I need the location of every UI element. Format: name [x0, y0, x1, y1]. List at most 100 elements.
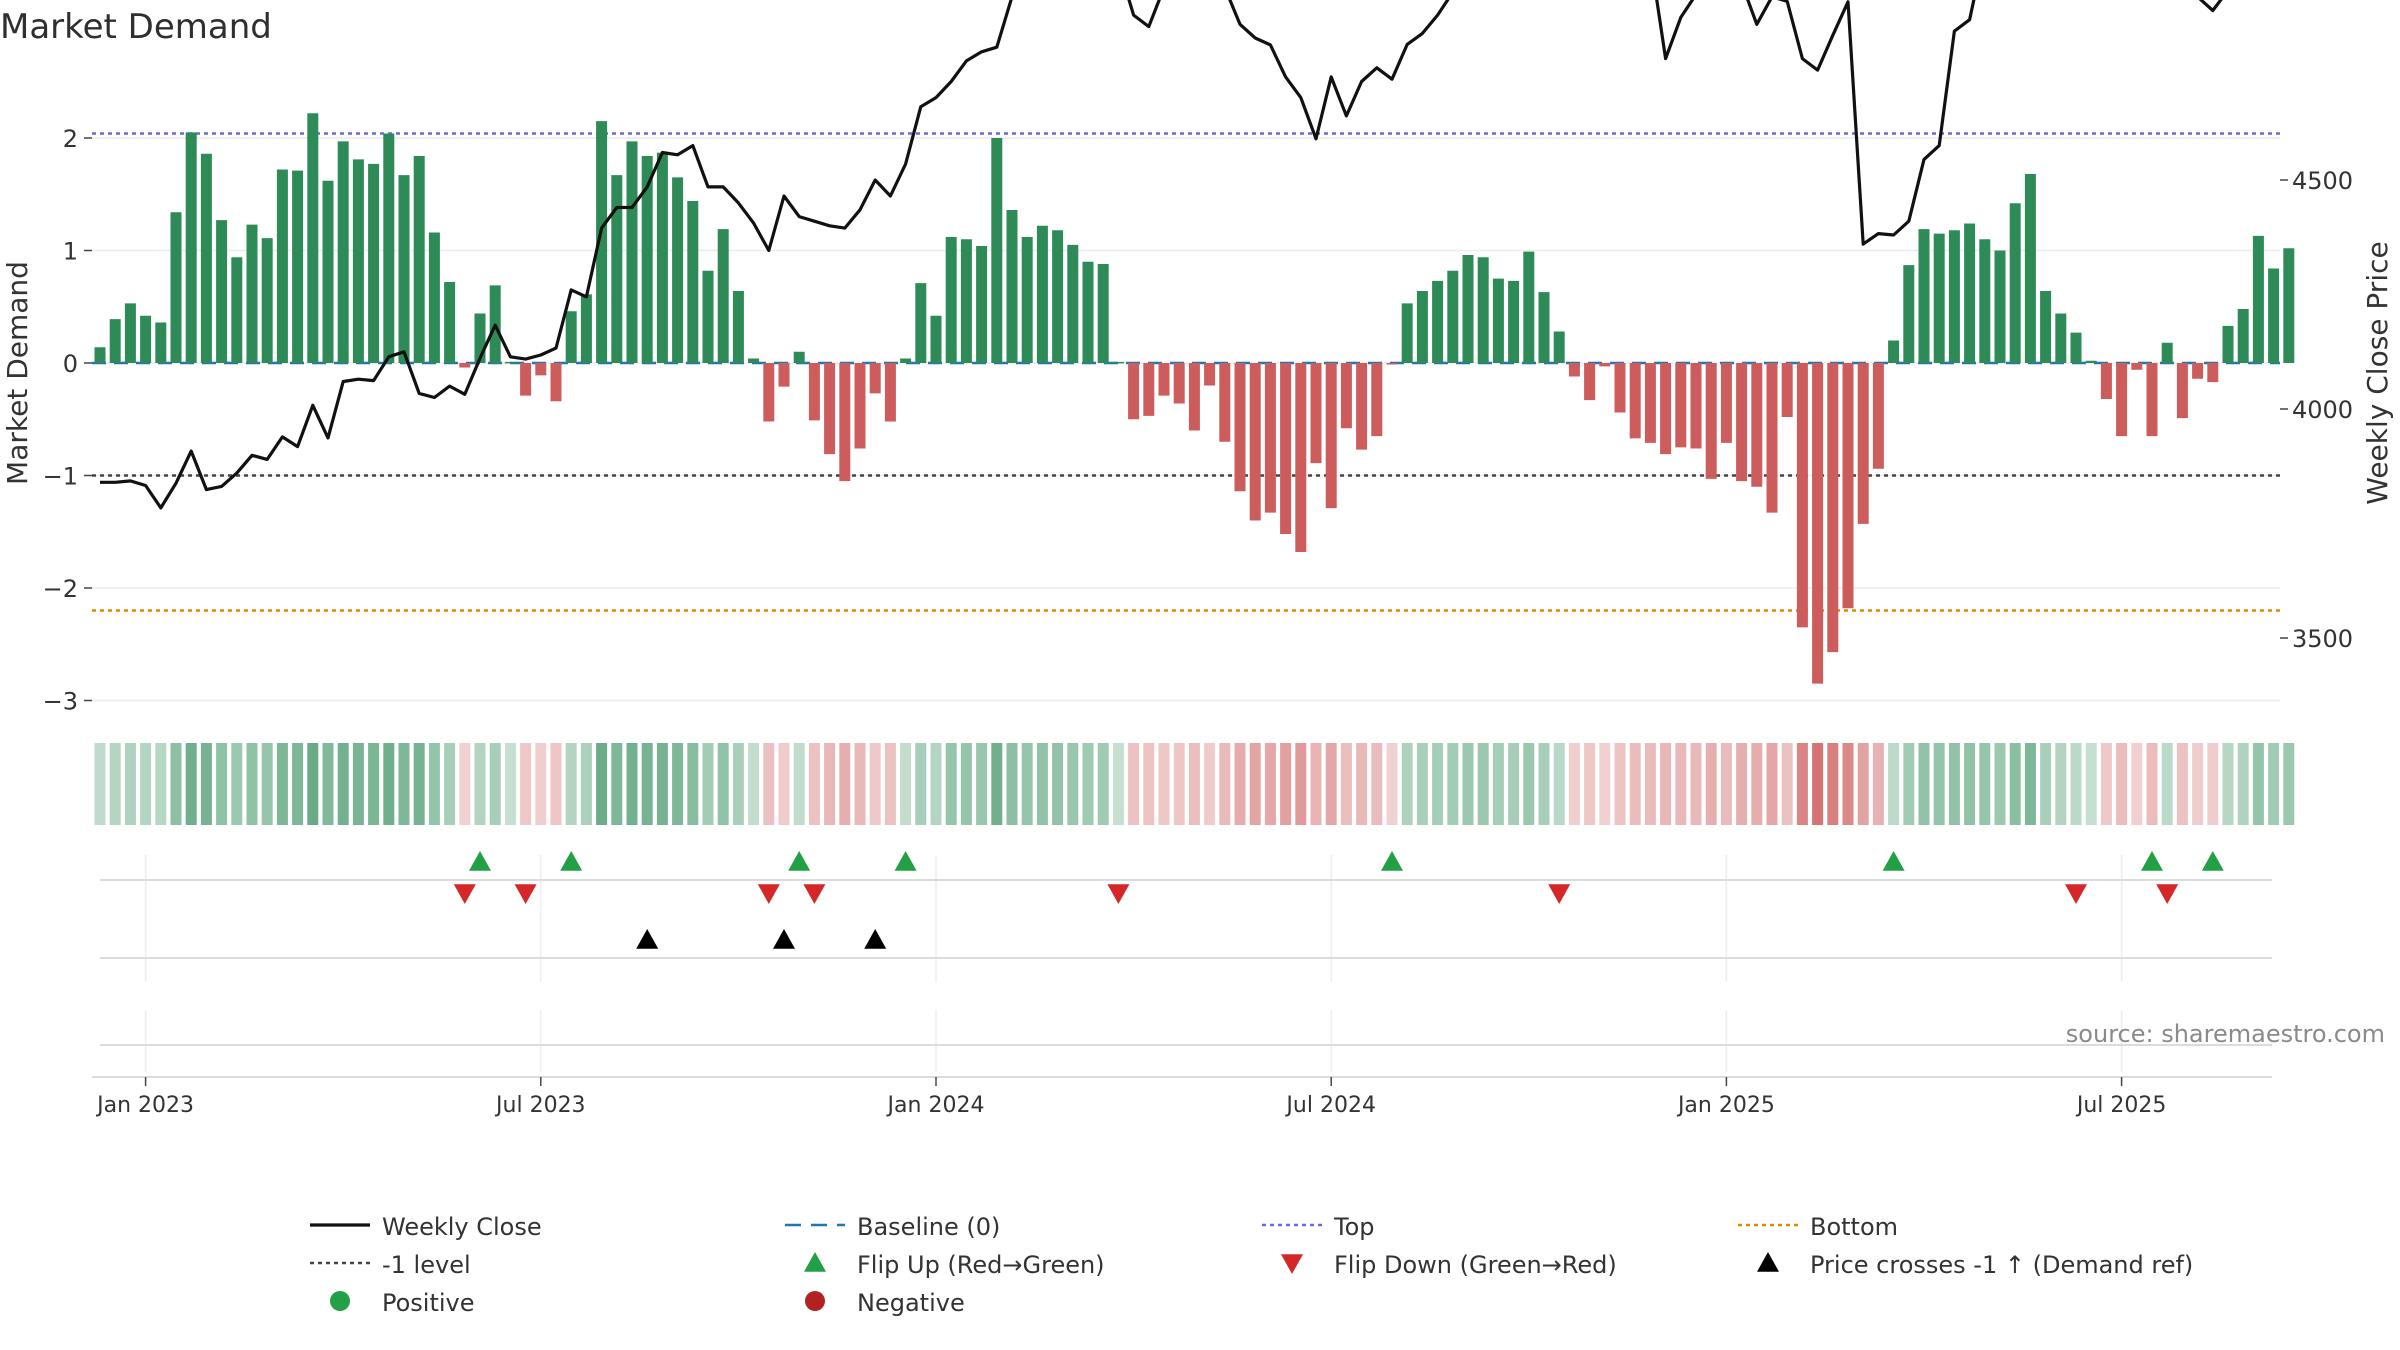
demand-bar	[1447, 270, 1459, 363]
demand-bar	[1812, 363, 1824, 684]
demand-bar	[1720, 363, 1732, 443]
demand-bar	[155, 322, 167, 363]
heat-cell	[2176, 743, 2188, 825]
demand-bar	[869, 363, 881, 394]
heat-cell	[1234, 743, 1246, 825]
demand-bar	[1325, 363, 1337, 509]
axes: 210−1−2−355005000450040003500Jan 2023Jul…	[43, 125, 2353, 1118]
demand-bar	[2176, 363, 2188, 419]
legend-label: Baseline (0)	[857, 1213, 1000, 1241]
heat-cell	[1477, 743, 1489, 825]
heat-cell	[1188, 743, 1200, 825]
heat-cell	[1538, 743, 1550, 825]
heat-cell	[398, 743, 410, 825]
demand-bar	[535, 363, 547, 376]
demand-bar	[276, 169, 288, 363]
y-tick-label-left: 1	[63, 238, 78, 266]
heat-cell	[1736, 743, 1748, 825]
demand-bar	[2085, 360, 2097, 363]
demand-bar	[1538, 292, 1550, 363]
heat-cell	[1219, 743, 1231, 825]
demand-bar	[1842, 363, 1854, 609]
demand-bar	[1143, 363, 1155, 416]
heat-cell	[94, 743, 106, 825]
heat-cell	[596, 743, 608, 825]
demand-bar	[656, 152, 668, 363]
demand-bar	[200, 153, 212, 363]
demand-bar	[1781, 363, 1793, 417]
legend-label: Positive	[382, 1289, 475, 1317]
demand-bar	[732, 291, 744, 363]
heat-cell	[1006, 743, 1018, 825]
heat-cell	[976, 743, 988, 825]
demand-bar	[1158, 363, 1170, 396]
demand-bar	[1280, 363, 1292, 534]
demand-bars	[94, 113, 2295, 684]
heat-cell	[793, 743, 805, 825]
demand-bar	[2055, 313, 2067, 363]
heat-cell	[1158, 743, 1170, 825]
y-tick-label-left: 2	[63, 125, 78, 153]
heat-cell	[504, 743, 516, 825]
demand-bar	[1979, 239, 1991, 363]
legend-label: Flip Down (Green→Red)	[1334, 1251, 1617, 1279]
heat-cell	[1584, 743, 1596, 825]
flip-down-marker	[1548, 884, 1571, 904]
heat-cell	[1386, 743, 1398, 825]
demand-bar	[1888, 340, 1900, 363]
legend-label: Bottom	[1810, 1213, 1898, 1241]
heat-cell	[1112, 743, 1124, 825]
heat-cell	[1249, 743, 1261, 825]
heat-cell	[824, 743, 836, 825]
demand-bar	[687, 201, 699, 363]
x-tick-label: Jan 2023	[95, 1093, 194, 1118]
heat-cell	[687, 743, 699, 825]
heat-cell	[869, 743, 881, 825]
heat-cell	[1310, 743, 1322, 825]
demand-bar	[1629, 363, 1641, 439]
heat-cell	[216, 743, 228, 825]
heat-cell	[1599, 743, 1611, 825]
flip-up-marker	[2201, 851, 2224, 871]
heat-cell	[2070, 743, 2082, 825]
x-tick-label: Jul 2023	[494, 1093, 586, 1118]
heat-cell	[611, 743, 623, 825]
demand-bar	[930, 315, 942, 363]
demand-bar	[717, 229, 729, 363]
demand-bar	[1462, 255, 1474, 363]
heat-cell	[945, 743, 957, 825]
demand-bar	[1660, 363, 1672, 455]
heat-cell	[428, 743, 440, 825]
heat-cell	[352, 743, 364, 825]
demand-bar	[216, 220, 228, 363]
demand-bar	[915, 283, 927, 363]
heat-cell	[2161, 743, 2173, 825]
heat-cell	[1888, 743, 1900, 825]
legend-swatch-triangle-down	[1281, 1254, 1303, 1274]
heat-cell	[2040, 743, 2052, 825]
y-axis-right-title: Weekly Close Price	[2361, 241, 2394, 504]
heat-cell	[580, 743, 592, 825]
heat-cell	[1751, 743, 1763, 825]
flip-up-marker	[1882, 851, 1905, 871]
legend-swatch-circle	[330, 1291, 350, 1311]
demand-bar	[1508, 280, 1520, 363]
demand-bar	[1644, 363, 1656, 443]
demand-bar	[2024, 174, 2036, 363]
heat-cell	[124, 743, 136, 825]
legend-label: Top	[1333, 1213, 1375, 1241]
heat-cell	[1781, 743, 1793, 825]
heat-cell	[1964, 743, 1976, 825]
heat-cell	[2100, 743, 2112, 825]
demand-bar	[945, 237, 957, 363]
heat-cell	[1204, 743, 1216, 825]
heat-cell	[2085, 743, 2097, 825]
flip-down-marker	[803, 884, 826, 904]
heat-cell	[1356, 743, 1368, 825]
demand-bar	[352, 159, 364, 363]
heat-cell	[231, 743, 243, 825]
heat-cell	[1629, 743, 1641, 825]
demand-bar	[185, 132, 197, 363]
heat-cell	[1128, 743, 1140, 825]
demand-bar	[2207, 363, 2219, 383]
